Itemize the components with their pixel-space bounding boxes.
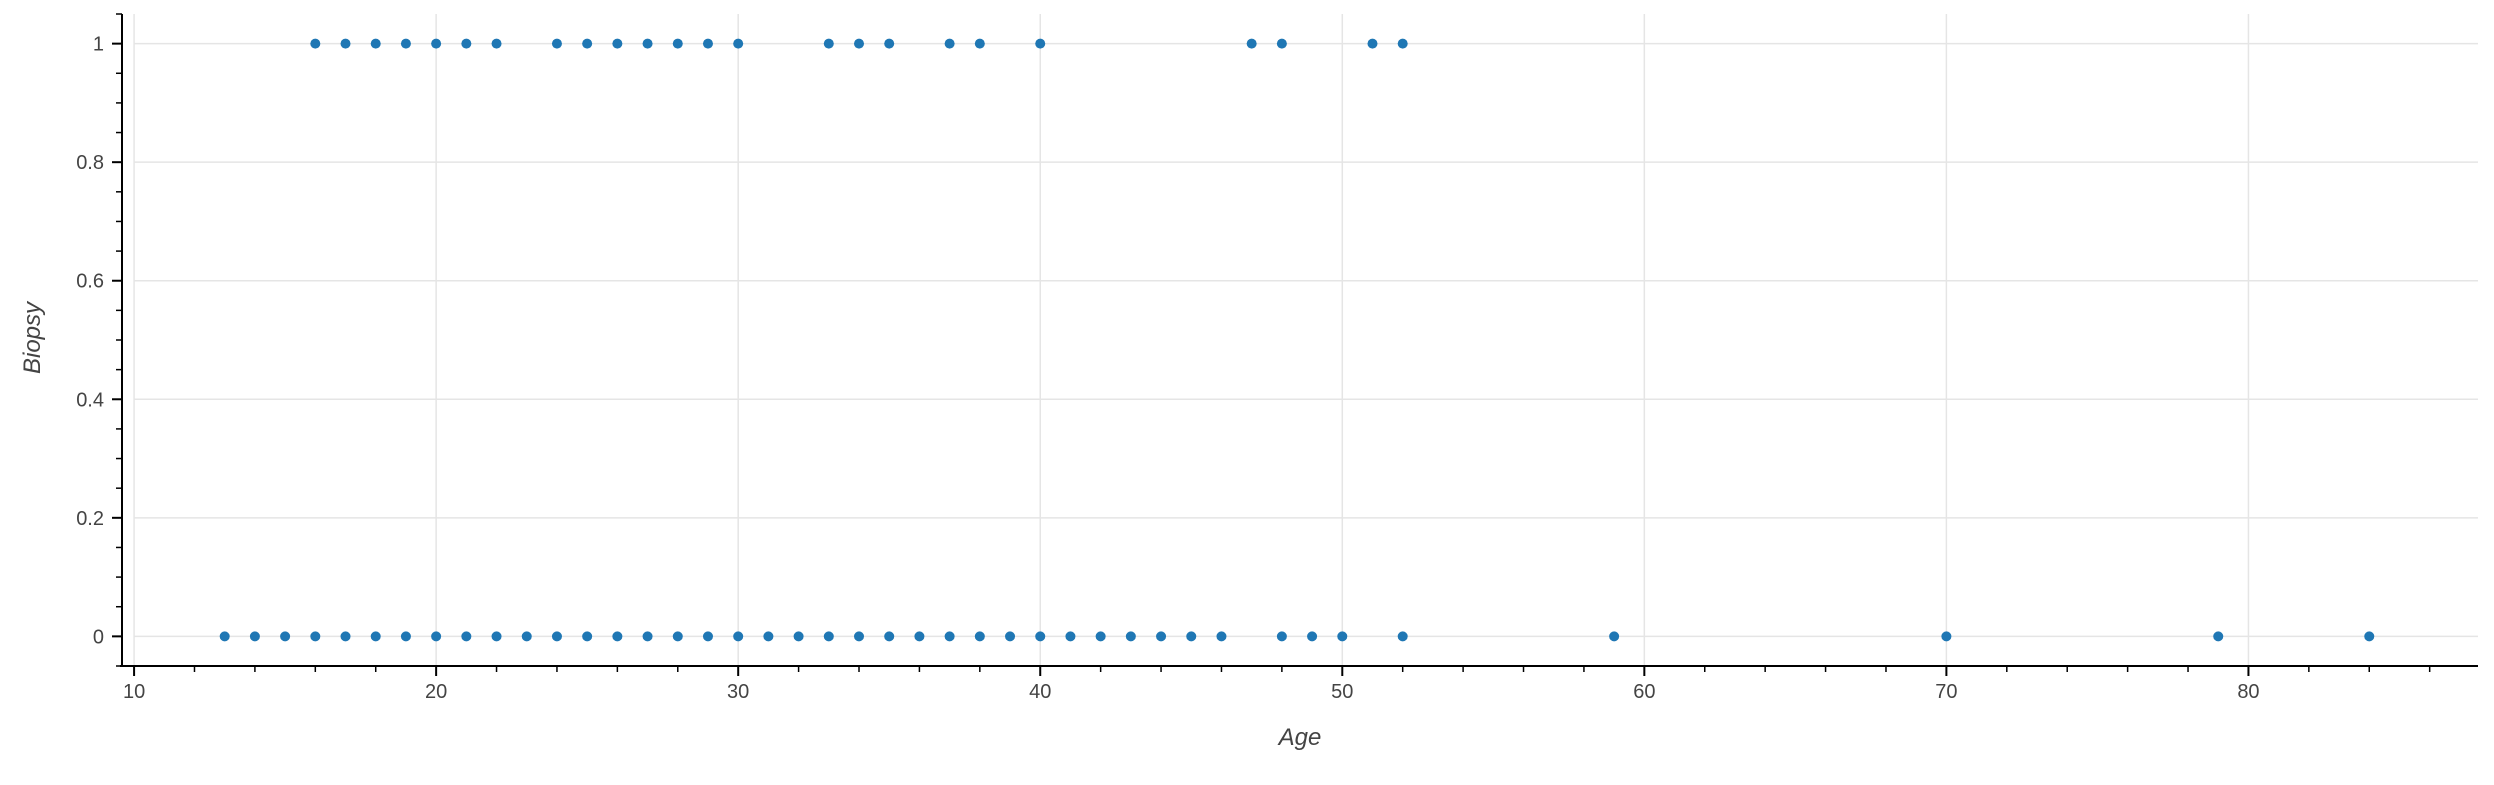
data-point — [884, 631, 895, 642]
data-point — [1609, 631, 1620, 642]
data-point — [612, 631, 623, 642]
x-tick-label: 20 — [425, 681, 447, 703]
data-point — [280, 631, 291, 642]
data-point — [1125, 631, 1136, 642]
data-point — [1276, 38, 1287, 49]
x-tick-label: 80 — [2237, 681, 2259, 703]
data-point — [551, 38, 562, 49]
x-tick-label: 50 — [1331, 681, 1353, 703]
data-point — [1276, 631, 1287, 642]
data-point — [491, 631, 502, 642]
data-point — [733, 38, 744, 49]
data-point — [1216, 631, 1227, 642]
data-point — [310, 38, 321, 49]
y-tick-label: 1 — [93, 34, 104, 56]
data-point — [793, 631, 804, 642]
data-point — [974, 631, 985, 642]
data-point — [702, 631, 713, 642]
data-point — [2213, 631, 2224, 642]
data-point — [582, 631, 593, 642]
data-point — [2364, 631, 2375, 642]
data-point — [823, 631, 834, 642]
data-point — [551, 631, 562, 642]
data-point — [702, 38, 713, 49]
data-point — [642, 38, 653, 49]
data-point — [1035, 631, 1046, 642]
data-point — [823, 38, 834, 49]
x-tick-label: 70 — [1935, 681, 1957, 703]
data-point — [914, 631, 925, 642]
y-axis-label: Biopsy — [19, 300, 46, 374]
data-point — [1397, 38, 1408, 49]
data-point — [340, 631, 351, 642]
data-point — [1005, 631, 1016, 642]
data-point — [461, 631, 472, 642]
data-point — [1035, 38, 1046, 49]
axis-layer: 10 20 30 40 50 60 70 80 0 0.2 0.4 0.6 0.8 1 — [76, 13, 2478, 703]
data-point — [1397, 631, 1408, 642]
data-point — [854, 631, 865, 642]
data-point — [944, 631, 955, 642]
data-points — [219, 38, 2375, 642]
data-point — [884, 38, 895, 49]
data-point — [370, 38, 381, 49]
data-point — [521, 631, 532, 642]
data-point — [1307, 631, 1318, 642]
data-point — [733, 631, 744, 642]
y-tick-label: 0.2 — [76, 508, 104, 530]
y-tick-label: 0.4 — [76, 389, 104, 411]
data-point — [944, 38, 955, 49]
data-point — [582, 38, 593, 49]
data-point — [642, 631, 653, 642]
data-point — [249, 631, 260, 642]
data-point — [461, 38, 472, 49]
y-tick-label: 0.8 — [76, 152, 104, 174]
data-point — [974, 38, 985, 49]
x-tick-label: 60 — [1633, 681, 1655, 703]
y-tick-label: 0.6 — [76, 271, 104, 293]
data-point — [400, 631, 411, 642]
data-point — [672, 38, 683, 49]
data-point — [310, 631, 321, 642]
x-tick-label: 30 — [727, 681, 749, 703]
data-point — [1367, 38, 1378, 49]
data-point — [1337, 631, 1348, 642]
data-point — [672, 631, 683, 642]
grid-layer — [133, 14, 2478, 666]
data-point — [370, 631, 381, 642]
x-tick-label: 10 — [123, 681, 145, 703]
data-point — [431, 38, 442, 49]
data-point — [400, 38, 411, 49]
data-point — [854, 38, 865, 49]
data-point — [1941, 631, 1952, 642]
data-point — [340, 38, 351, 49]
data-point — [1065, 631, 1076, 642]
data-point — [1186, 631, 1197, 642]
x-tick-label: 40 — [1029, 681, 1051, 703]
data-point — [612, 38, 623, 49]
x-axis-label: Age — [1277, 724, 1322, 751]
data-point — [1156, 631, 1167, 642]
data-point — [1246, 38, 1257, 49]
y-tick-label: 0 — [93, 626, 104, 648]
data-point — [1095, 631, 1106, 642]
data-point — [491, 38, 502, 49]
data-point — [219, 631, 230, 642]
data-point — [431, 631, 442, 642]
data-point — [763, 631, 774, 642]
